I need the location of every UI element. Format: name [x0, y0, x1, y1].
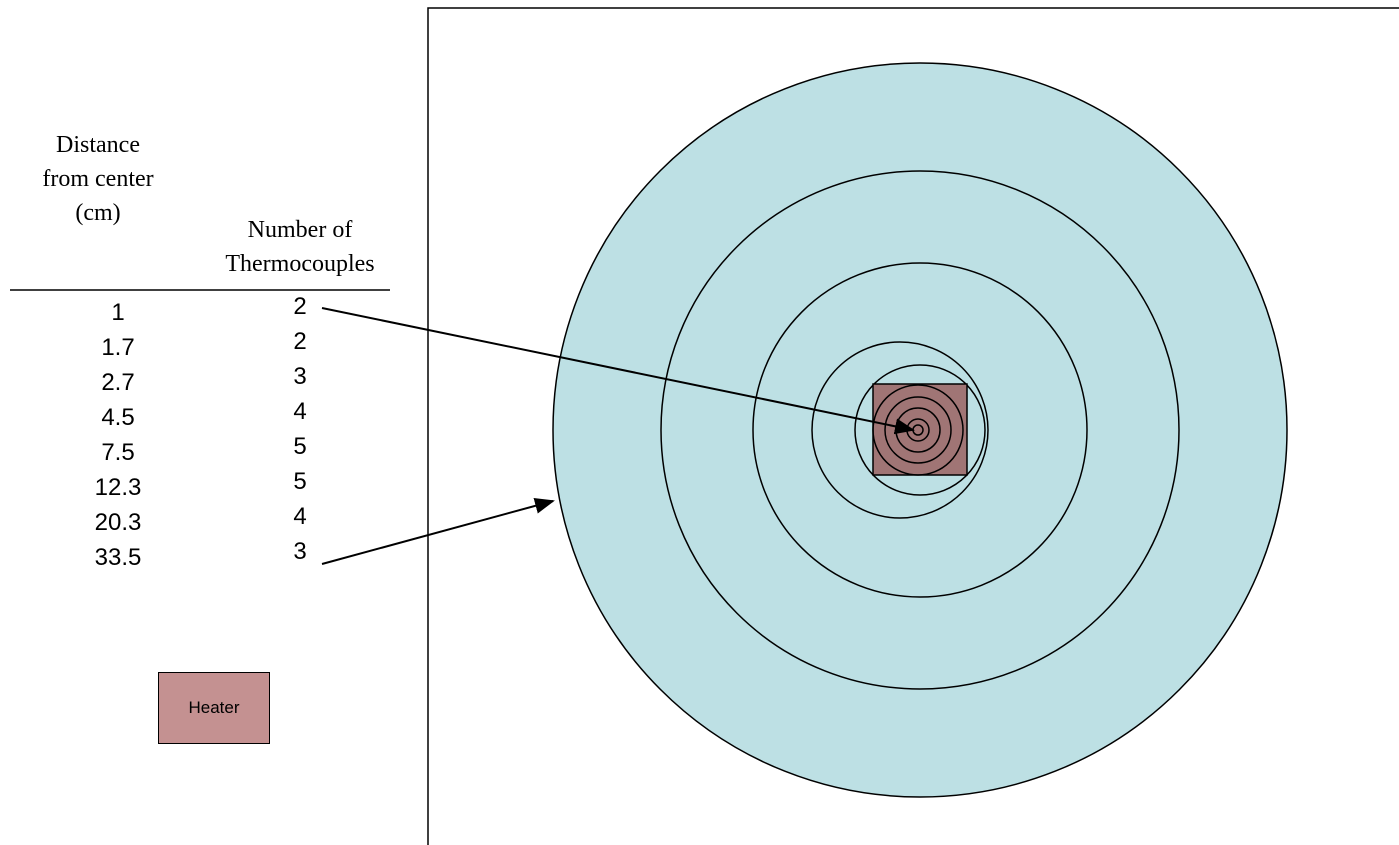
count-cell: 2	[293, 293, 307, 320]
count-cell: 2	[293, 328, 307, 355]
distance-cell: 33.5	[94, 544, 142, 571]
ring	[872, 384, 964, 476]
count-cell: 5	[293, 433, 307, 460]
distance-cell: 20.3	[94, 509, 142, 536]
distance-cell: 12.3	[94, 474, 142, 501]
ring	[884, 396, 952, 464]
header-count: Number of Thermocouples	[225, 217, 375, 277]
count-cell: 5	[293, 468, 307, 495]
count-cell: 3	[293, 538, 307, 565]
heater-legend: Heater	[158, 672, 270, 744]
distance-cell: 1.7	[101, 334, 135, 361]
count-cell: 4	[293, 503, 307, 530]
distance-cell: 2.7	[101, 369, 135, 396]
count-cell: 3	[293, 363, 307, 390]
frame	[427, 7, 1399, 845]
arrow	[321, 498, 555, 565]
count-cell: 4	[293, 398, 307, 425]
distance-cell: 7.5	[101, 439, 135, 466]
distance-cell: 1	[111, 299, 125, 326]
distance-cell: 4.5	[101, 404, 135, 431]
header-distance: Distance from center (cm)	[42, 132, 154, 226]
arrow	[321, 307, 915, 435]
